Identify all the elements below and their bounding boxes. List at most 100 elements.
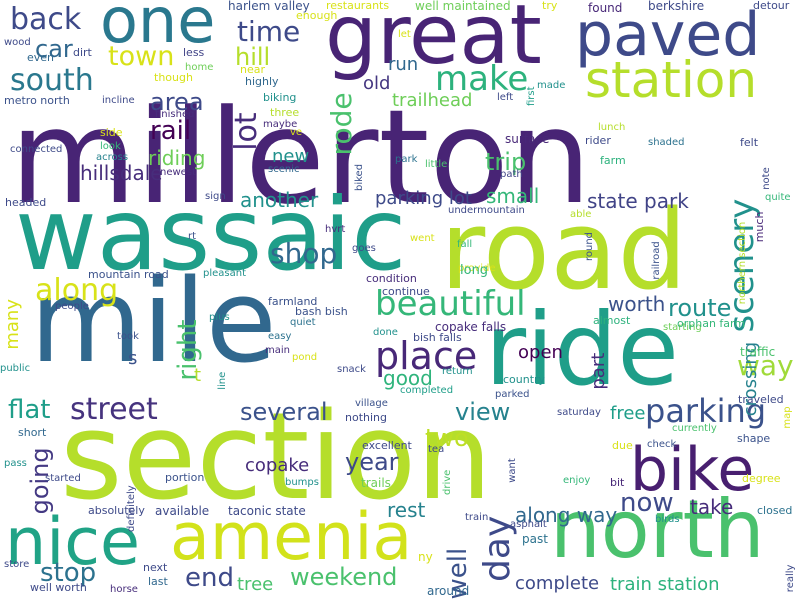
word-store: store — [4, 559, 30, 570]
word-trailhead: trailhead — [392, 90, 473, 111]
word-train-station: train station — [610, 574, 720, 595]
word-snack: snack — [337, 364, 366, 375]
word-t: t — [194, 365, 202, 386]
word-hvrt: hvrt — [325, 224, 346, 235]
word-parking-lot: parking lot — [375, 188, 472, 209]
word-open: open — [518, 342, 563, 363]
word-enjoy: enjoy — [563, 475, 591, 486]
word-asphalt: asphalt — [510, 519, 547, 530]
word-weekend: weekend — [290, 563, 398, 591]
word-pleasant: pleasant — [203, 268, 247, 279]
word-copake-falls: copake falls — [435, 320, 507, 334]
word-pass: pass — [4, 458, 27, 469]
word-parked: parked — [495, 389, 530, 400]
word-road: road — [440, 186, 688, 314]
word-made: made — [537, 80, 566, 91]
word-several: several — [240, 398, 328, 426]
word-paved: paved — [575, 0, 761, 70]
word-closed: closed — [757, 504, 793, 517]
word-degree: degree — [742, 472, 781, 485]
word-maybe: maybe — [263, 119, 298, 130]
word-side: side — [100, 126, 123, 139]
word-currently: currently — [672, 423, 717, 434]
word-park: park — [395, 154, 418, 165]
word-hillsdale: hillsdale — [80, 161, 163, 185]
word-well-worth: well worth — [30, 581, 87, 594]
word-back: back — [10, 2, 82, 37]
word-short: short — [18, 426, 47, 439]
word-ny: ny — [418, 550, 433, 564]
word-tea: tea — [428, 444, 445, 455]
word-home: home — [185, 62, 214, 73]
word-view: view — [455, 398, 511, 426]
word-good: good — [383, 366, 433, 390]
word-berkshire: berkshire — [648, 0, 705, 13]
word-one: one — [100, 0, 216, 57]
word-completed: completed — [400, 385, 454, 396]
word-south: south — [10, 63, 94, 98]
word-bumps: bumps — [285, 477, 319, 488]
word-run: run — [388, 54, 419, 75]
word-northern-section: northern section — [737, 221, 748, 305]
word-available: available — [155, 504, 210, 518]
word-rt: rt — [188, 231, 197, 242]
word-return: return — [442, 366, 473, 377]
word-millerton: millerton — [10, 81, 592, 233]
word-rail: rail — [150, 116, 192, 146]
word-hill: hill — [235, 43, 271, 71]
word-mile: mile — [30, 255, 277, 389]
word-station: station — [585, 51, 758, 109]
word-section: section — [60, 388, 493, 527]
word-horse: horse — [110, 584, 138, 595]
word-beautiful: beautiful — [375, 284, 526, 324]
word-place: place — [375, 334, 478, 378]
word-highly: highly — [245, 75, 279, 88]
word-town: town — [108, 41, 175, 72]
word-quiet: quiet — [290, 317, 316, 328]
word-fall: fall — [457, 239, 473, 250]
word-quite: quite — [765, 192, 791, 203]
word-traveled: traveled — [738, 393, 784, 406]
word-worth: worth — [608, 292, 666, 316]
word-country: country — [503, 373, 546, 386]
word-continue: continue — [382, 285, 430, 298]
word-past: past — [522, 532, 548, 546]
word-trip: trip — [485, 148, 527, 176]
word-year: year — [345, 448, 399, 476]
word-wassaic: wassaic — [15, 176, 407, 293]
word-free: free — [610, 403, 646, 424]
word-copake: copake — [245, 455, 310, 476]
word-make: make — [435, 59, 529, 99]
word-though: though — [154, 71, 193, 84]
word-along: along — [35, 273, 119, 308]
word-bash-bish: bash bish — [295, 305, 348, 318]
word-parking: parking — [645, 392, 767, 430]
word-look: look — [100, 141, 121, 152]
word-last: last — [148, 575, 168, 588]
word-north: north — [550, 483, 765, 576]
word-little: little — [425, 159, 448, 170]
word-even: even — [27, 51, 55, 64]
word-now: now — [620, 488, 674, 518]
word-rider: rider — [585, 134, 611, 147]
word-part: part — [588, 352, 609, 390]
word-incline: incline — [102, 95, 135, 106]
word-flat: flat — [8, 395, 51, 425]
word-around: around — [427, 584, 470, 598]
word-ride: ride — [485, 291, 679, 408]
word-area: area — [150, 88, 204, 116]
word-detour: detour — [753, 0, 790, 12]
word-complete: complete — [515, 573, 600, 594]
word-biking: biking — [263, 91, 297, 104]
word-harlem-valley: harlem valley — [228, 0, 310, 13]
word-taconic-state: taconic state — [228, 504, 306, 518]
word-restaurants: restaurants — [326, 0, 390, 12]
word-sign: sign — [205, 191, 226, 202]
word-orphan-farm: orphan farm — [677, 317, 746, 330]
word-stop: stop — [40, 558, 97, 588]
word-many: many — [2, 299, 23, 350]
word-tree: tree — [237, 574, 274, 595]
word-try: try — [542, 0, 558, 12]
word-map: map — [782, 406, 793, 429]
word-connected: connected — [10, 144, 63, 155]
